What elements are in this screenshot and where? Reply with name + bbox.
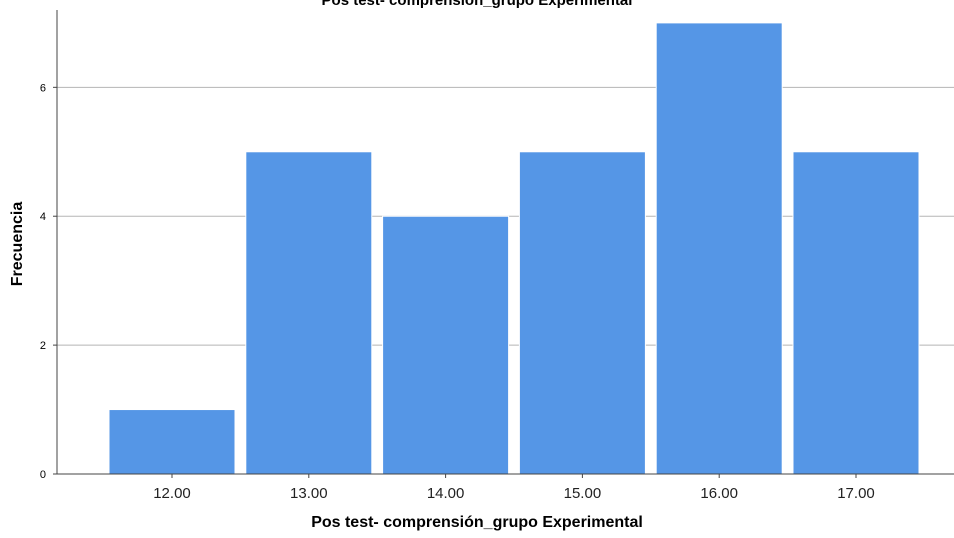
y-tick-label: 4: [40, 211, 46, 223]
bar-16.00: [655, 22, 783, 475]
bar-17.00: [792, 151, 920, 475]
chart-title: Pos test- comprensión_grupo Experimental: [321, 0, 633, 9]
bar-15.00: [518, 151, 646, 475]
x-tick-label: 17.00: [837, 485, 875, 502]
x-tick-label: 16.00: [700, 485, 738, 502]
bar-13.00: [245, 151, 373, 475]
y-tick-label: 6: [40, 82, 46, 94]
x-axis-title: Pos test- comprensión_grupo Experimental: [311, 514, 643, 531]
x-tick-label: 12.00: [153, 485, 191, 502]
y-tick-label: 2: [40, 340, 46, 352]
x-tick-label: 15.00: [564, 485, 602, 502]
x-tick-label: 14.00: [427, 485, 465, 502]
x-tick-label: 13.00: [290, 485, 328, 502]
y-tick-label: 0: [40, 469, 46, 481]
bar-12.00: [108, 409, 236, 475]
bar-14.00: [382, 215, 510, 475]
